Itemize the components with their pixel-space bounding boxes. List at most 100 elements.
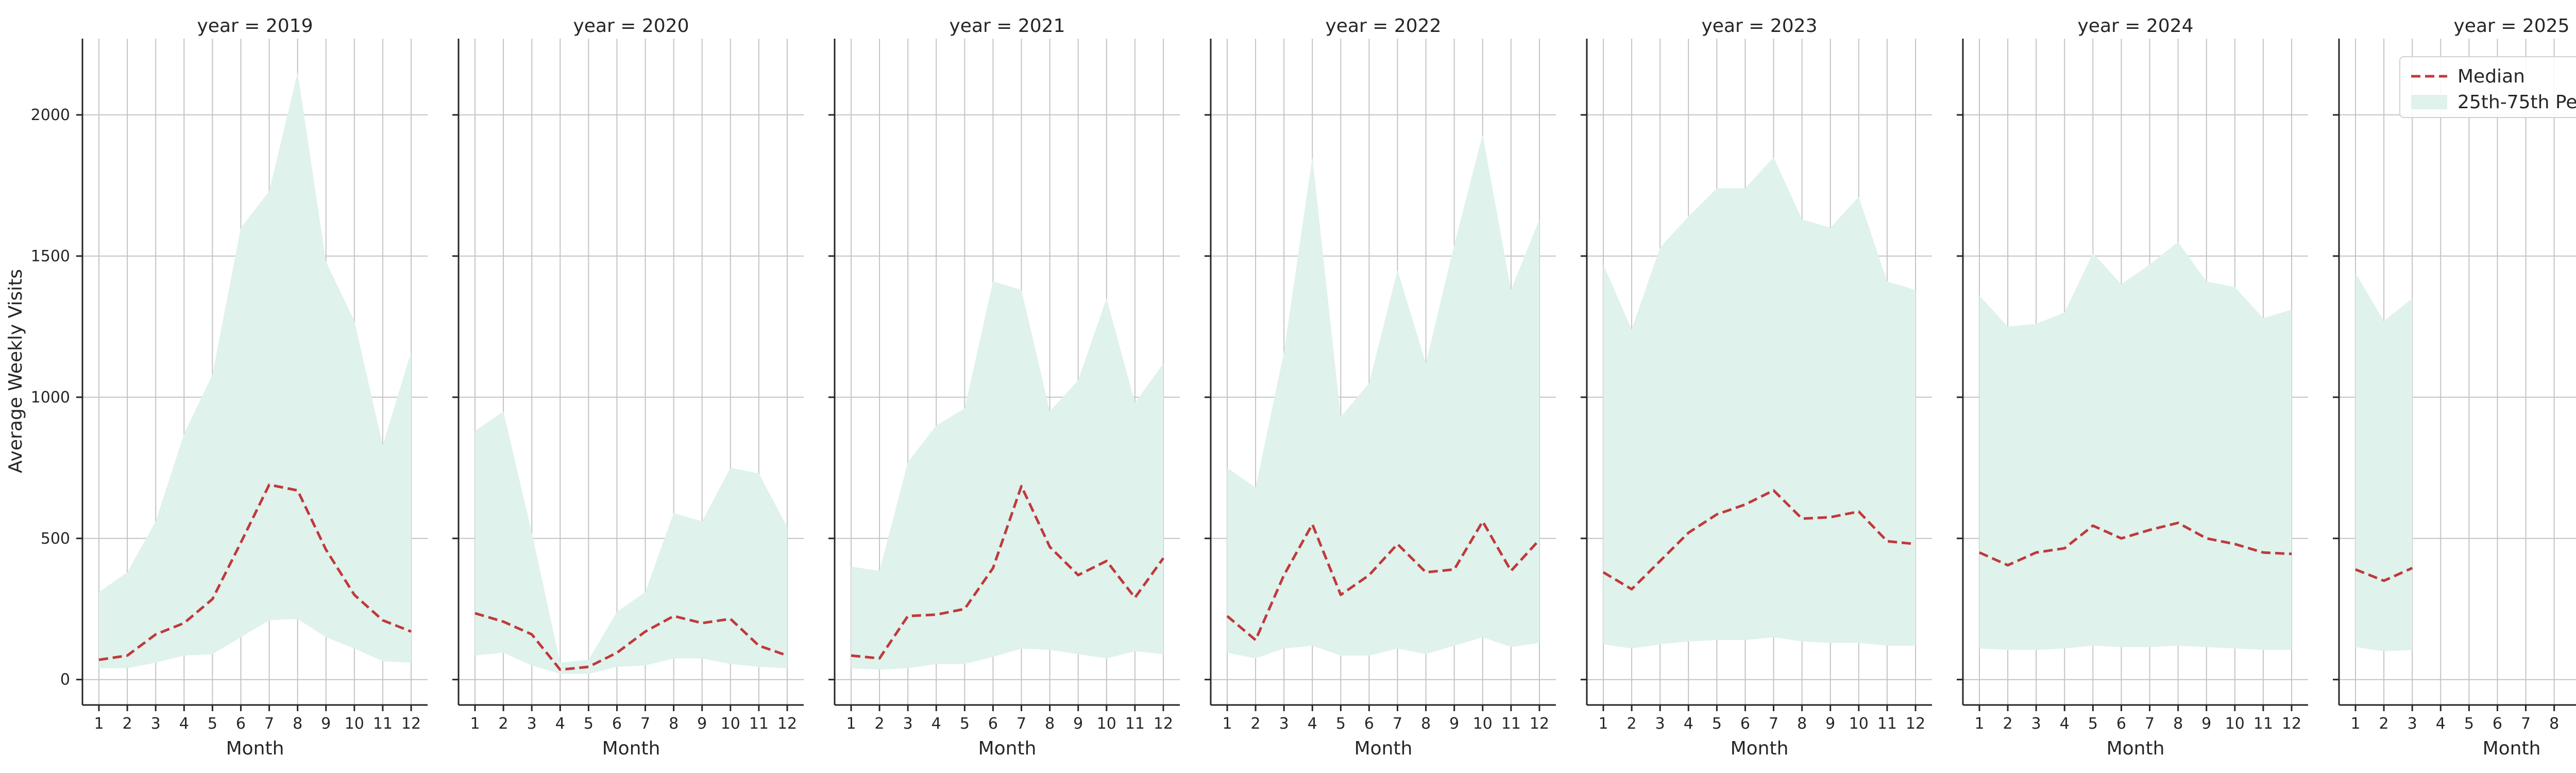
x-tick-label: 8 [2549,715,2559,733]
x-tick-label: 5 [208,715,217,733]
x-tick-label: 2 [1251,715,1261,733]
x-tick-label: 11 [373,715,393,733]
x-tick-label: 1 [2350,715,2360,733]
x-tick-label: 9 [1825,715,1835,733]
panel-title-2023: year = 2023 [1702,15,1818,37]
x-tick-label: 9 [1073,715,1083,733]
x-tick-label: 5 [1712,715,1722,733]
panel-title-2020: year = 2020 [573,15,689,37]
x-tick-label: 10 [1097,715,1116,733]
y-tick-label: 1000 [31,389,70,407]
x-tick-label: 3 [2408,715,2417,733]
panel-title-2025: year = 2025 [2454,15,2570,37]
x-tick-label: 10 [1849,715,1869,733]
x-tick-label: 6 [2493,715,2502,733]
x-tick-label: 4 [2436,715,2446,733]
x-tick-label: 4 [555,715,565,733]
x-tick-label: 5 [2464,715,2474,733]
x-tick-label: 9 [1449,715,1459,733]
x-tick-label: 9 [697,715,707,733]
x-tick-label: 7 [1769,715,1778,733]
x-tick-label: 8 [1421,715,1431,733]
percentile-band-2023 [1603,157,1916,649]
x-tick-label: 6 [236,715,246,733]
x-tick-label: 6 [1740,715,1750,733]
x-tick-label: 8 [2173,715,2183,733]
x-tick-label: 12 [777,715,797,733]
x-tick-label: 11 [1125,715,1145,733]
percentile-band-2020 [475,411,787,674]
median-line-2022 [1226,520,1540,642]
x-axis-label: Month [1731,738,1789,759]
x-tick-label: 1 [1222,715,1232,733]
x-tick-label: 1 [846,715,856,733]
x-tick-label: 2 [2003,715,2013,733]
x-tick-label: 3 [2031,715,2041,733]
x-tick-label: 11 [749,715,769,733]
x-tick-label: 7 [2521,715,2531,733]
x-tick-label: 12 [401,715,421,733]
x-tick-label: 7 [1393,715,1402,733]
x-tick-label: 4 [1308,715,1317,733]
y-tick-label: 0 [60,671,70,689]
x-tick-label: 3 [1655,715,1665,733]
percentile-band-2022 [1227,135,1539,659]
median-line-2024 [1978,522,2292,567]
x-tick-label: 9 [2201,715,2211,733]
x-tick-label: 8 [1045,715,1055,733]
x-tick-label: 5 [584,715,594,733]
x-tick-label: 11 [1877,715,1897,733]
y-axis-label: Average Weekly Visits [5,269,26,473]
x-tick-label: 3 [151,715,161,733]
x-tick-label: 1 [94,715,104,733]
x-tick-label: 5 [2088,715,2098,733]
x-tick-label: 10 [345,715,364,733]
x-axis-label: Month [2483,738,2541,759]
x-tick-label: 11 [1501,715,1521,733]
median-line-2021 [851,484,1165,660]
x-tick-label: 6 [1364,715,1374,733]
x-tick-label: 12 [1906,715,1925,733]
percentile-band-2024 [1979,242,2292,650]
x-tick-label: 8 [669,715,679,733]
x-tick-label: 7 [1016,715,1026,733]
x-tick-label: 2 [2379,715,2389,733]
x-tick-label: 3 [1279,715,1289,733]
panel-title-2022: year = 2022 [1326,15,1442,37]
median-line-2023 [1602,489,1916,591]
percentile-band-2025 [2355,273,2413,651]
panel-title-2021: year = 2021 [950,15,1065,37]
legend-band-swatch [2411,95,2447,109]
x-axis-label: Month [978,738,1037,759]
x-axis-label: Month [1354,738,1413,759]
x-tick-label: 2 [123,715,132,733]
x-tick-label: 6 [612,715,622,733]
x-tick-label: 1 [470,715,480,733]
x-tick-label: 2 [499,715,509,733]
x-tick-label: 4 [931,715,941,733]
x-tick-label: 5 [960,715,970,733]
x-tick-label: 7 [2145,715,2155,733]
legend: Median 25th-75th Percentile [2399,56,2576,118]
percentile-band-2021 [851,281,1163,670]
x-tick-label: 4 [2060,715,2070,733]
x-tick-label: 6 [2116,715,2126,733]
x-axis-label: Month [226,738,284,759]
median-line-2025 [2355,566,2413,582]
x-tick-label: 8 [293,715,302,733]
y-tick-label: 2000 [31,106,70,124]
x-tick-label: 10 [721,715,740,733]
panel-title-2024: year = 2024 [2078,15,2194,37]
x-tick-label: 12 [2282,715,2301,733]
x-tick-label: 4 [179,715,189,733]
legend-label: 25th-75th Percentile [2458,92,2576,113]
legend-label: Median [2458,66,2525,87]
y-tick-label: 1500 [31,247,70,265]
